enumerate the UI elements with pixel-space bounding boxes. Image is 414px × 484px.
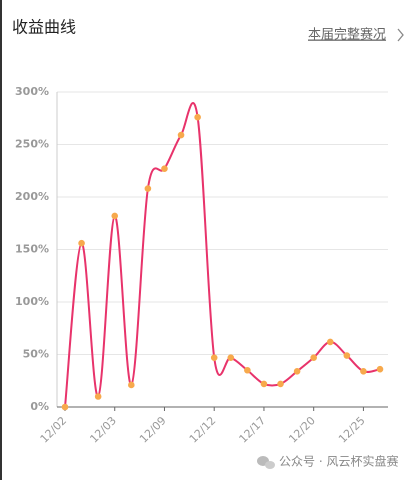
y-tick-label: 200%	[15, 190, 49, 203]
point	[161, 165, 168, 172]
line	[64, 102, 381, 408]
x-tick-label: 12/20	[286, 414, 318, 446]
point	[94, 393, 102, 400]
chart: 0% 50% 100% 150% 200% 250% 300% 12/02 12/03 12/09…	[15, 85, 388, 446]
wechat-icon	[265, 461, 275, 469]
x-tick-label: 12/09	[137, 414, 169, 446]
x-tick-label: 12/03	[87, 414, 119, 446]
point	[277, 380, 284, 388]
point	[244, 366, 251, 374]
watermark: 公众号 · 风云杯实盘赛	[257, 454, 398, 469]
y-tick-label: 150%	[15, 243, 49, 256]
point	[343, 352, 351, 359]
point	[61, 403, 69, 411]
y-tick-label: 0%	[30, 400, 49, 413]
detail-link[interactable]: 本届完整赛况	[308, 27, 386, 43]
point	[111, 212, 119, 220]
y-tick-label: 250%	[15, 138, 49, 151]
point	[210, 354, 218, 361]
point	[360, 368, 367, 375]
point	[227, 354, 235, 361]
x-tick-label: 12/12	[187, 414, 219, 446]
y-tick-label: 50%	[23, 348, 49, 361]
point	[128, 381, 135, 389]
y-tick-label: 100%	[15, 295, 49, 308]
x-tick-label: 12/17	[237, 414, 269, 446]
point	[177, 131, 185, 139]
point	[293, 368, 301, 375]
point	[376, 365, 384, 373]
point	[78, 239, 85, 247]
point	[144, 185, 152, 192]
x-tick-label: 12/02	[38, 414, 70, 446]
point	[260, 380, 268, 388]
watermark-text: 公众号 · 风云杯实盘赛	[279, 454, 398, 469]
chevron[interactable]	[397, 28, 404, 42]
y-tick-label: 300%	[15, 85, 49, 98]
point	[310, 354, 317, 361]
section-title: 收益曲线	[12, 18, 76, 37]
x-tick-label: 12/25	[336, 414, 368, 446]
point	[326, 338, 334, 346]
point	[194, 113, 201, 121]
